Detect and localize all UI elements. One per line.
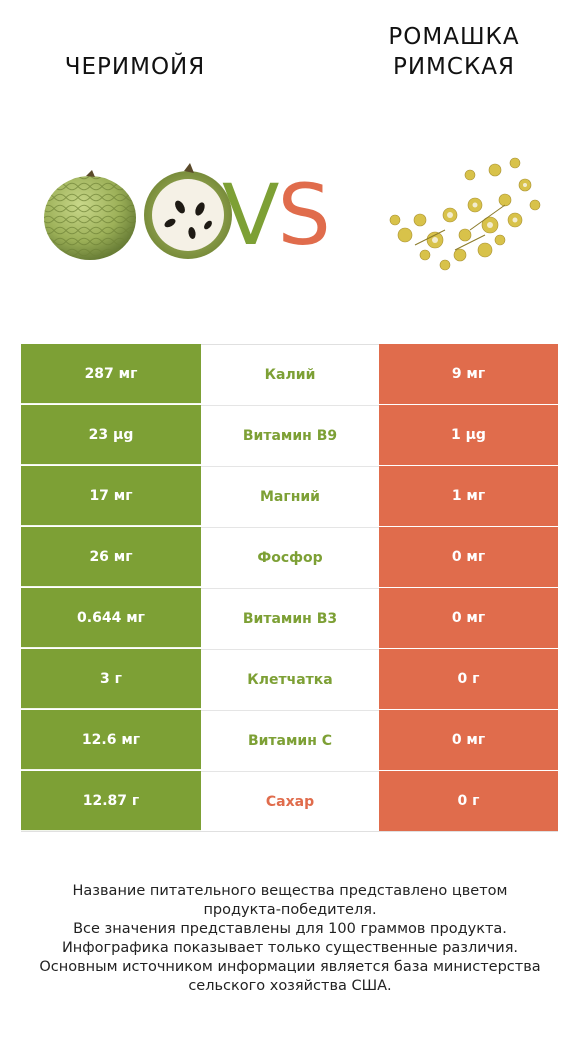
product-right-title-line2: римская (392, 54, 516, 80)
footer-line: сельского хозяйства США. (188, 978, 392, 994)
table-row: 26 мг Фосфор 0 мг (21, 527, 558, 588)
right-value-cell: 0 мг (379, 588, 558, 648)
nutrient-comparison-table: 287 мг Калий 9 мг 23 µg Витамин B9 1 µg 17 мг М… (21, 344, 558, 832)
left-value-cell: 26 мг (21, 527, 201, 587)
cherimoya-whole-image (42, 170, 138, 266)
right-value-cell: 1 µg (379, 405, 558, 465)
footer-line: Название питательного вещества представл… (72, 883, 508, 899)
product-right-title: Ромашка римская (340, 22, 568, 82)
table-row: 12.87 г Сахар 0 г (21, 771, 558, 832)
right-value-cell: 9 мг (379, 344, 558, 404)
versus-s: S (277, 166, 330, 264)
table-row: 3 г Клетчатка 0 г (21, 649, 558, 710)
left-value-cell: 3 г (21, 649, 201, 709)
table-row: 287 мг Калий 9 мг (21, 344, 558, 405)
left-value-cell: 12.87 г (21, 771, 201, 831)
nutrient-name-cell: Фосфор (201, 527, 379, 587)
table-row: 17 мг Магний 1 мг (21, 466, 558, 527)
right-value-cell: 0 г (379, 771, 558, 831)
left-value-cell: 0.644 мг (21, 588, 201, 648)
right-value-cell: 0 г (379, 649, 558, 709)
footer-line: продукта-победителя. (203, 902, 377, 918)
versus-label: VS (222, 160, 331, 270)
nutrient-name-cell: Магний (201, 466, 379, 526)
nutrient-name-cell: Витамин C (201, 710, 379, 770)
left-value-cell: 12.6 мг (21, 710, 201, 770)
left-value-cell: 23 µg (21, 405, 201, 465)
nutrient-name-cell: Витамин B3 (201, 588, 379, 648)
footer-notes: Название питательного вещества представл… (20, 882, 560, 996)
product-left-title: Черимойя (64, 54, 206, 80)
nutrient-name-cell: Витамин B9 (201, 405, 379, 465)
nutrient-name-cell: Калий (201, 344, 379, 404)
footer-line: Все значения представлены для 100 граммо… (73, 921, 507, 937)
nutrient-name-cell: Клетчатка (201, 649, 379, 709)
chamomile-image (375, 145, 555, 294)
left-value-cell: 17 мг (21, 466, 201, 526)
left-value-cell: 287 мг (21, 344, 201, 404)
cherimoya-cut-image (140, 163, 236, 263)
table-row: 23 µg Витамин B9 1 µg (21, 405, 558, 466)
right-value-cell: 0 мг (379, 710, 558, 770)
table-row: 0.644 мг Витамин B3 0 мг (21, 588, 558, 649)
footer-line: Основным источником информации является … (39, 959, 541, 975)
product-right-title-line1: Ромашка (388, 24, 520, 50)
footer-line: Инфографика показывает только существенн… (61, 940, 519, 956)
right-value-cell: 1 мг (379, 466, 558, 526)
versus-v: V (222, 166, 279, 264)
nutrient-name-cell: Сахар (201, 771, 379, 831)
right-value-cell: 0 мг (379, 527, 558, 587)
